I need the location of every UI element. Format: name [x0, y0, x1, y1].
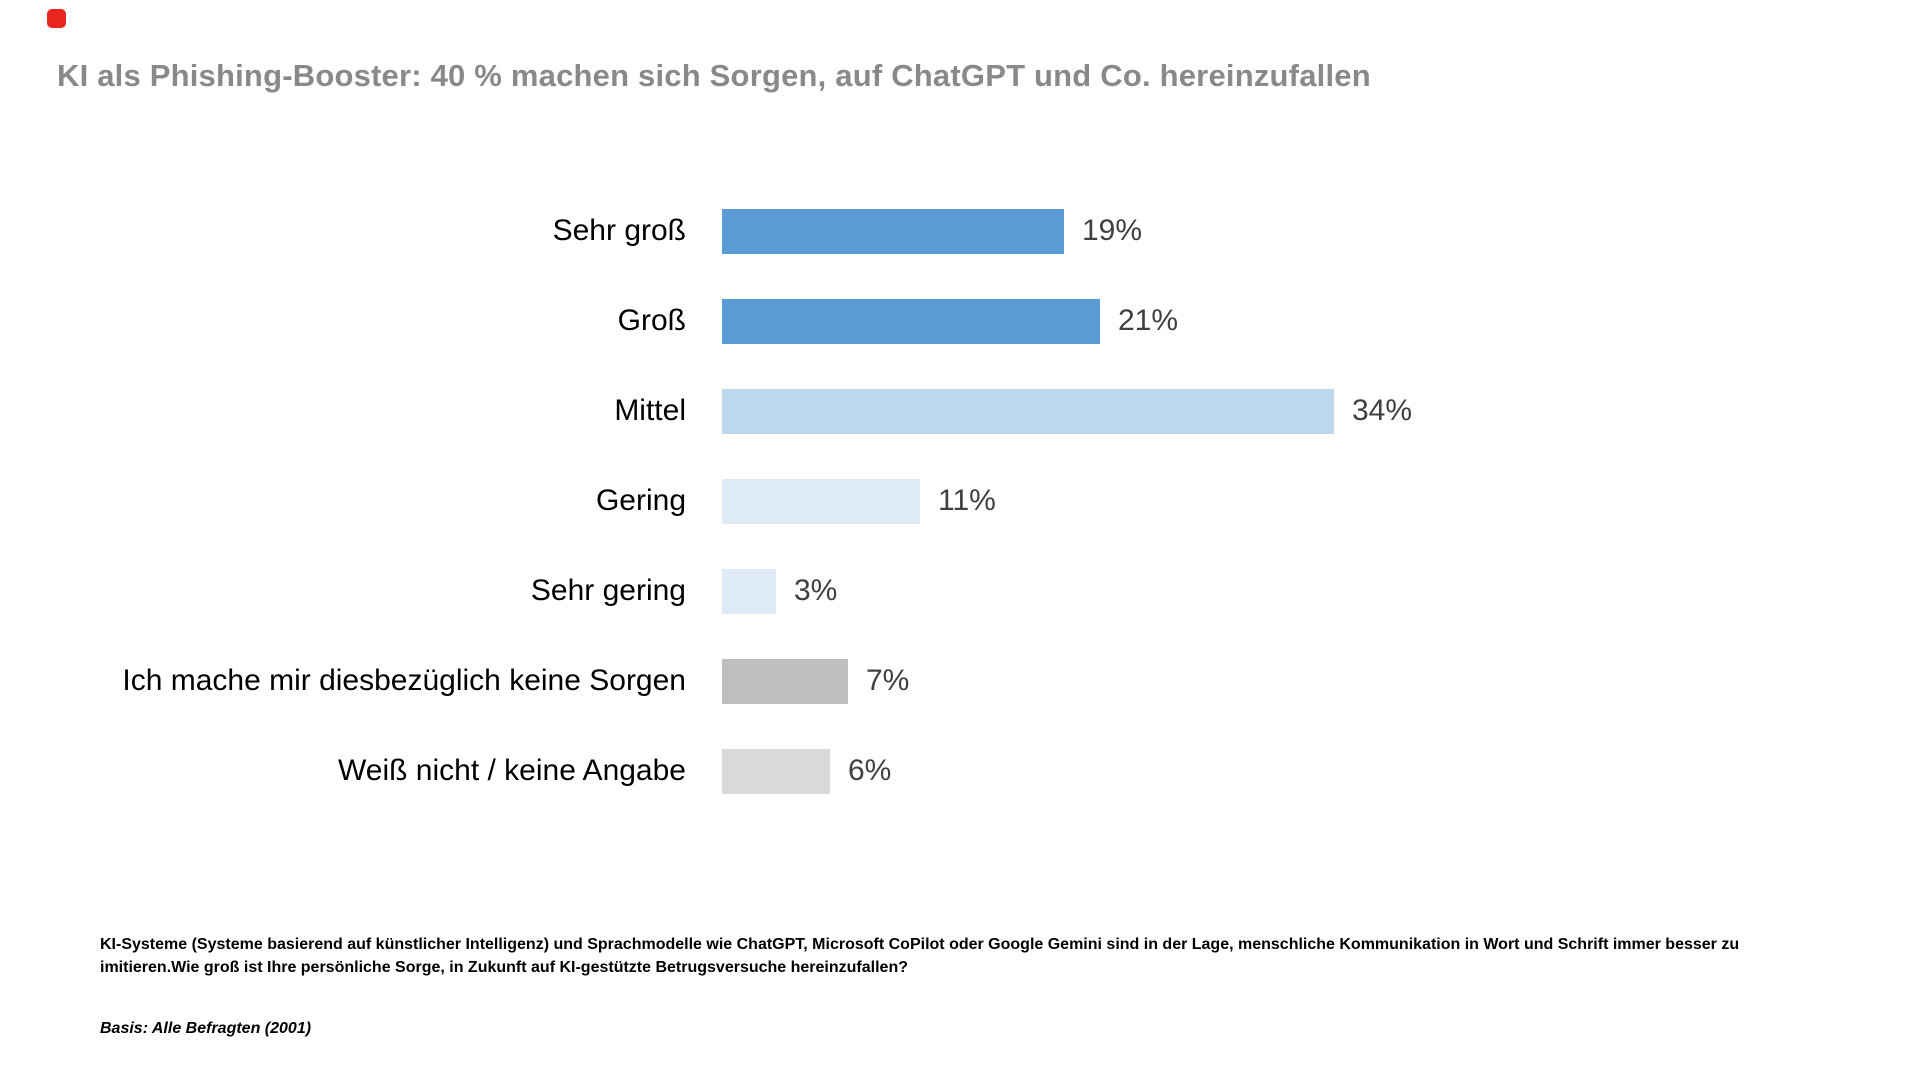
survey-question-footnote: KI-Systeme (Systeme basierend auf künstl… [100, 936, 1740, 976]
bar [722, 298, 1100, 344]
bar [722, 388, 1334, 434]
chart-row: Mittel 34% [0, 366, 1920, 456]
category-label: Ich mache mir diesbezüglich keine Sorgen [122, 664, 686, 697]
chart-title: KI als Phishing-Booster: 40 % machen sic… [57, 58, 1371, 93]
value-label: 3% [794, 574, 838, 607]
bar [722, 748, 830, 794]
bar [722, 208, 1064, 254]
recording-indicator-dot [47, 9, 66, 28]
value-label: 11% [938, 484, 996, 517]
category-label: Gering [595, 484, 686, 517]
sample-basis-note: Basis: Alle Befragten (2001) [100, 1020, 312, 1037]
chart-row: Sehr groß 19% [0, 186, 1920, 276]
bar [722, 658, 848, 704]
chart-row: Weiß nicht / keine Angabe 6% [0, 726, 1920, 816]
category-label: Groß [617, 304, 686, 337]
chart-row: Sehr gering 3% [0, 546, 1920, 636]
bar [722, 478, 920, 524]
value-label: 7% [866, 664, 910, 697]
chart-row: Ich mache mir diesbezüglich keine Sorgen… [0, 636, 1920, 726]
chart-row: Groß 21% [0, 276, 1920, 366]
category-label: Mittel [614, 394, 686, 427]
bar [722, 568, 776, 614]
value-label: 6% [848, 754, 892, 787]
value-label: 19% [1082, 214, 1143, 247]
bar-chart: Sehr groß 19% Groß 21% Mittel 34% Gering 11% Seh… [0, 186, 1920, 816]
value-label: 21% [1118, 304, 1179, 337]
category-label: Sehr gering [530, 574, 686, 607]
category-label: Weiß nicht / keine Angabe [338, 754, 686, 787]
value-label: 34% [1352, 394, 1413, 427]
category-label: Sehr groß [552, 214, 686, 247]
chart-row: Gering 11% [0, 456, 1920, 546]
